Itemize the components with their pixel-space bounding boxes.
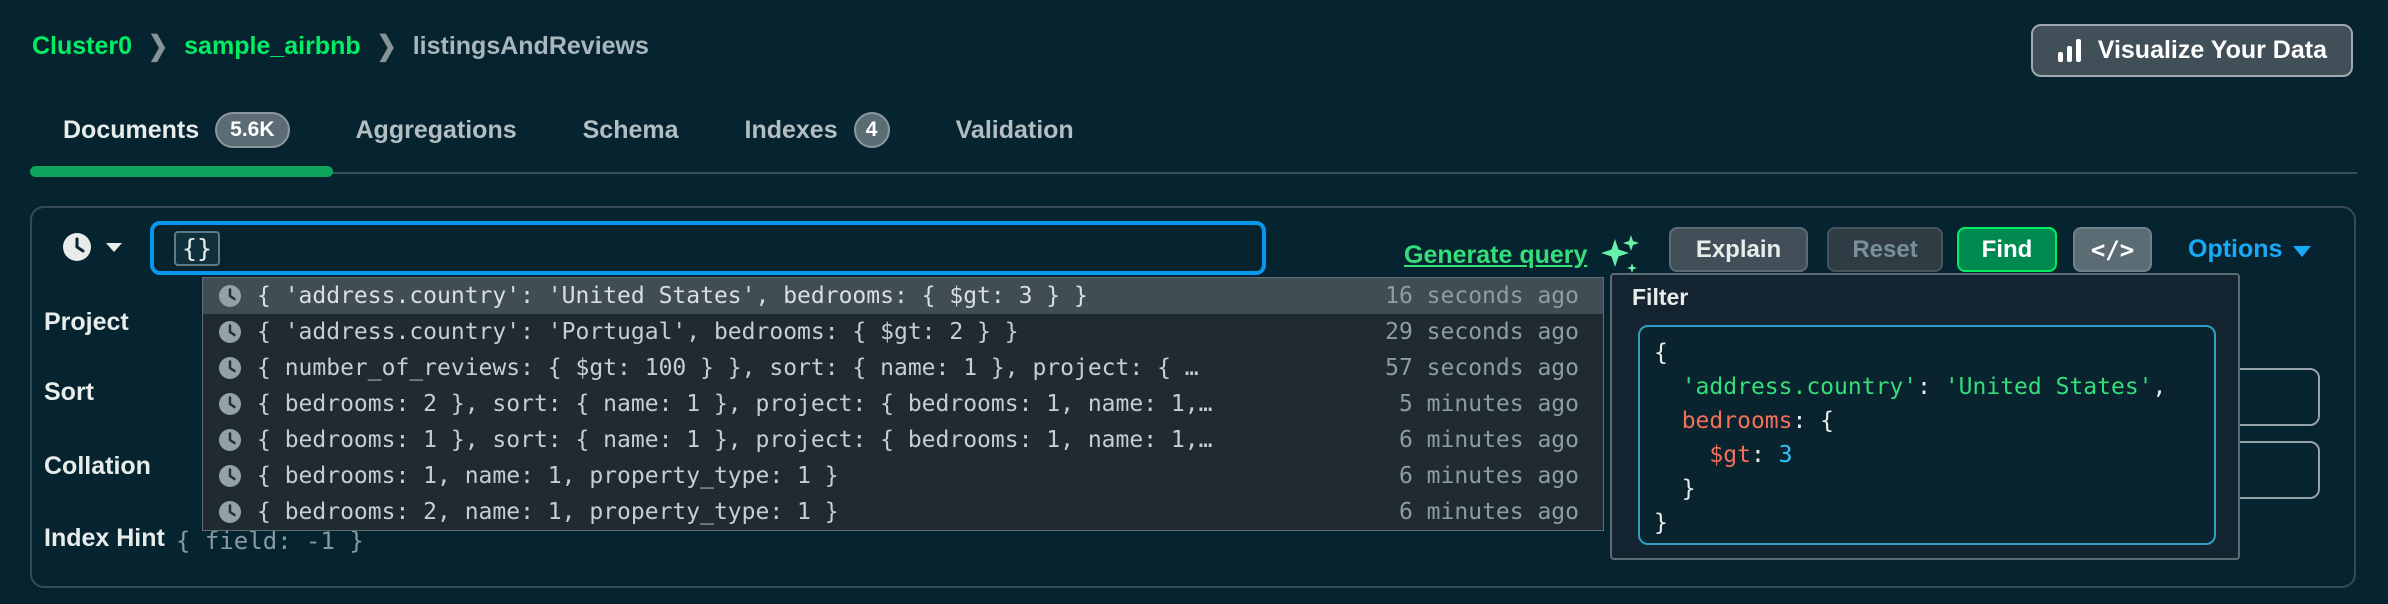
breadcrumb: Cluster0 ❯ sample_airbnb ❯ listingsAndRe…	[32, 30, 649, 63]
tab-indexes[interactable]: Indexes 4	[745, 112, 890, 148]
filter-code-line: }	[1654, 476, 1696, 502]
clock-icon	[217, 355, 243, 381]
active-tab-indicator	[30, 166, 333, 177]
tab-documents[interactable]: Documents 5.6K	[63, 112, 290, 148]
history-query-text: { 'address.country': 'United States', be…	[257, 283, 1088, 309]
visualize-your-data-button[interactable]: Visualize Your Data	[2030, 24, 2353, 77]
indexes-count-badge: 4	[853, 112, 890, 148]
history-query-text: { bedrooms: 1 }, sort: { name: 1 }, proj…	[257, 427, 1213, 453]
documents-count-badge: 5.6K	[215, 112, 290, 148]
history-timestamp: 5 minutes ago	[1398, 391, 1579, 417]
options-dropdown-button[interactable]: Options	[2188, 235, 2312, 264]
chevron-right-icon: ❯	[376, 30, 397, 63]
query-history-button[interactable]	[60, 230, 122, 264]
clock-icon	[217, 319, 243, 345]
history-timestamp: 6 minutes ago	[1398, 427, 1579, 453]
history-timestamp: 57 seconds ago	[1385, 355, 1579, 381]
chevron-down-icon	[106, 242, 122, 252]
filter-preview-popover: Filter { 'address.country': 'United Stat…	[1610, 273, 2240, 560]
filter-code-line: {	[1654, 340, 1668, 366]
query-history-item[interactable]: { number_of_reviews: { $gt: 100 } }, sor…	[203, 350, 1603, 386]
options-label: Options	[2188, 235, 2283, 263]
collation-label: Collation	[44, 452, 151, 480]
query-history-item[interactable]: { 'address.country': 'United States', be…	[203, 278, 1603, 314]
tab-label: Validation	[955, 115, 1074, 144]
code-toggle-button[interactable]: </>	[2073, 227, 2152, 272]
clock-icon	[217, 427, 243, 453]
tab-validation[interactable]: Validation	[956, 116, 1074, 145]
reset-button[interactable]: Reset	[1827, 227, 1943, 272]
sort-label: Sort	[44, 378, 94, 406]
query-history-item[interactable]: { bedrooms: 2, name: 1, property_type: 1…	[203, 494, 1603, 530]
filter-code-line: }	[1654, 510, 1668, 536]
clock-icon	[217, 391, 243, 417]
filter-input-value: {}	[174, 230, 221, 266]
generate-query-link[interactable]: Generate query	[1404, 233, 1641, 277]
index-hint-label: Index Hint	[44, 524, 165, 552]
chevron-right-icon: ❯	[148, 30, 169, 63]
tab-aggregations[interactable]: Aggregations	[356, 116, 517, 145]
clock-icon	[217, 463, 243, 489]
chevron-down-icon	[2293, 245, 2312, 257]
tab-label: Indexes	[744, 115, 838, 144]
history-query-text: { bedrooms: 2, name: 1, property_type: 1…	[257, 499, 839, 525]
history-query-text: { 'address.country': 'Portugal', bedroom…	[257, 319, 1019, 345]
generate-query-label: Generate query	[1404, 240, 1588, 269]
query-history-item[interactable]: { bedrooms: 2 }, sort: { name: 1 }, proj…	[203, 386, 1603, 422]
filter-code-block: { 'address.country': 'United States', be…	[1638, 325, 2216, 545]
index-hint-input[interactable]: { field: -1 }	[176, 527, 364, 555]
visualize-button-label: Visualize Your Data	[2097, 36, 2327, 64]
tab-label: Aggregations	[355, 115, 517, 144]
filter-query-input[interactable]: {}	[150, 221, 1266, 275]
breadcrumb-collection: listingsAndReviews	[412, 32, 649, 60]
history-timestamp: 6 minutes ago	[1398, 499, 1579, 525]
query-history-item[interactable]: { 'address.country': 'Portugal', bedroom…	[203, 314, 1603, 350]
filter-code-line: bedrooms: {	[1681, 408, 1835, 434]
filter-code-line: 'address.country': 'United States',	[1681, 374, 2167, 400]
clock-icon	[60, 230, 94, 264]
explain-button[interactable]: Explain	[1669, 227, 1808, 272]
tabs-divider	[30, 172, 2357, 174]
project-label: Project	[44, 308, 129, 336]
filter-code-line: $gt: 3	[1709, 442, 1793, 468]
collection-tabs: Documents 5.6K Aggregations Schema Index…	[63, 112, 1074, 148]
sparkle-icon	[1599, 233, 1641, 277]
query-history-item[interactable]: { bedrooms: 1, name: 1, property_type: 1…	[203, 458, 1603, 494]
clock-icon	[217, 283, 243, 309]
filter-popover-title: Filter	[1632, 284, 1689, 310]
tab-label: Documents	[63, 115, 200, 144]
query-bar-panel	[30, 206, 2356, 588]
history-timestamp: 16 seconds ago	[1385, 283, 1579, 309]
find-button[interactable]: Find	[1957, 227, 2057, 272]
history-timestamp: 6 minutes ago	[1398, 463, 1579, 489]
breadcrumb-database[interactable]: sample_airbnb	[184, 32, 361, 60]
query-history-dropdown: { 'address.country': 'United States', be…	[202, 277, 1604, 531]
clock-icon	[217, 499, 243, 525]
tab-label: Schema	[582, 115, 679, 144]
history-query-text: { bedrooms: 1, name: 1, property_type: 1…	[257, 463, 839, 489]
history-timestamp: 29 seconds ago	[1385, 319, 1579, 345]
history-query-text: { bedrooms: 2 }, sort: { name: 1 }, proj…	[257, 391, 1213, 417]
bar-chart-icon	[2057, 38, 2084, 63]
breadcrumb-cluster[interactable]: Cluster0	[32, 32, 133, 60]
tab-schema[interactable]: Schema	[583, 116, 679, 145]
history-query-text: { number_of_reviews: { $gt: 100 } }, sor…	[257, 355, 1199, 381]
query-history-item[interactable]: { bedrooms: 1 }, sort: { name: 1 }, proj…	[203, 422, 1603, 458]
